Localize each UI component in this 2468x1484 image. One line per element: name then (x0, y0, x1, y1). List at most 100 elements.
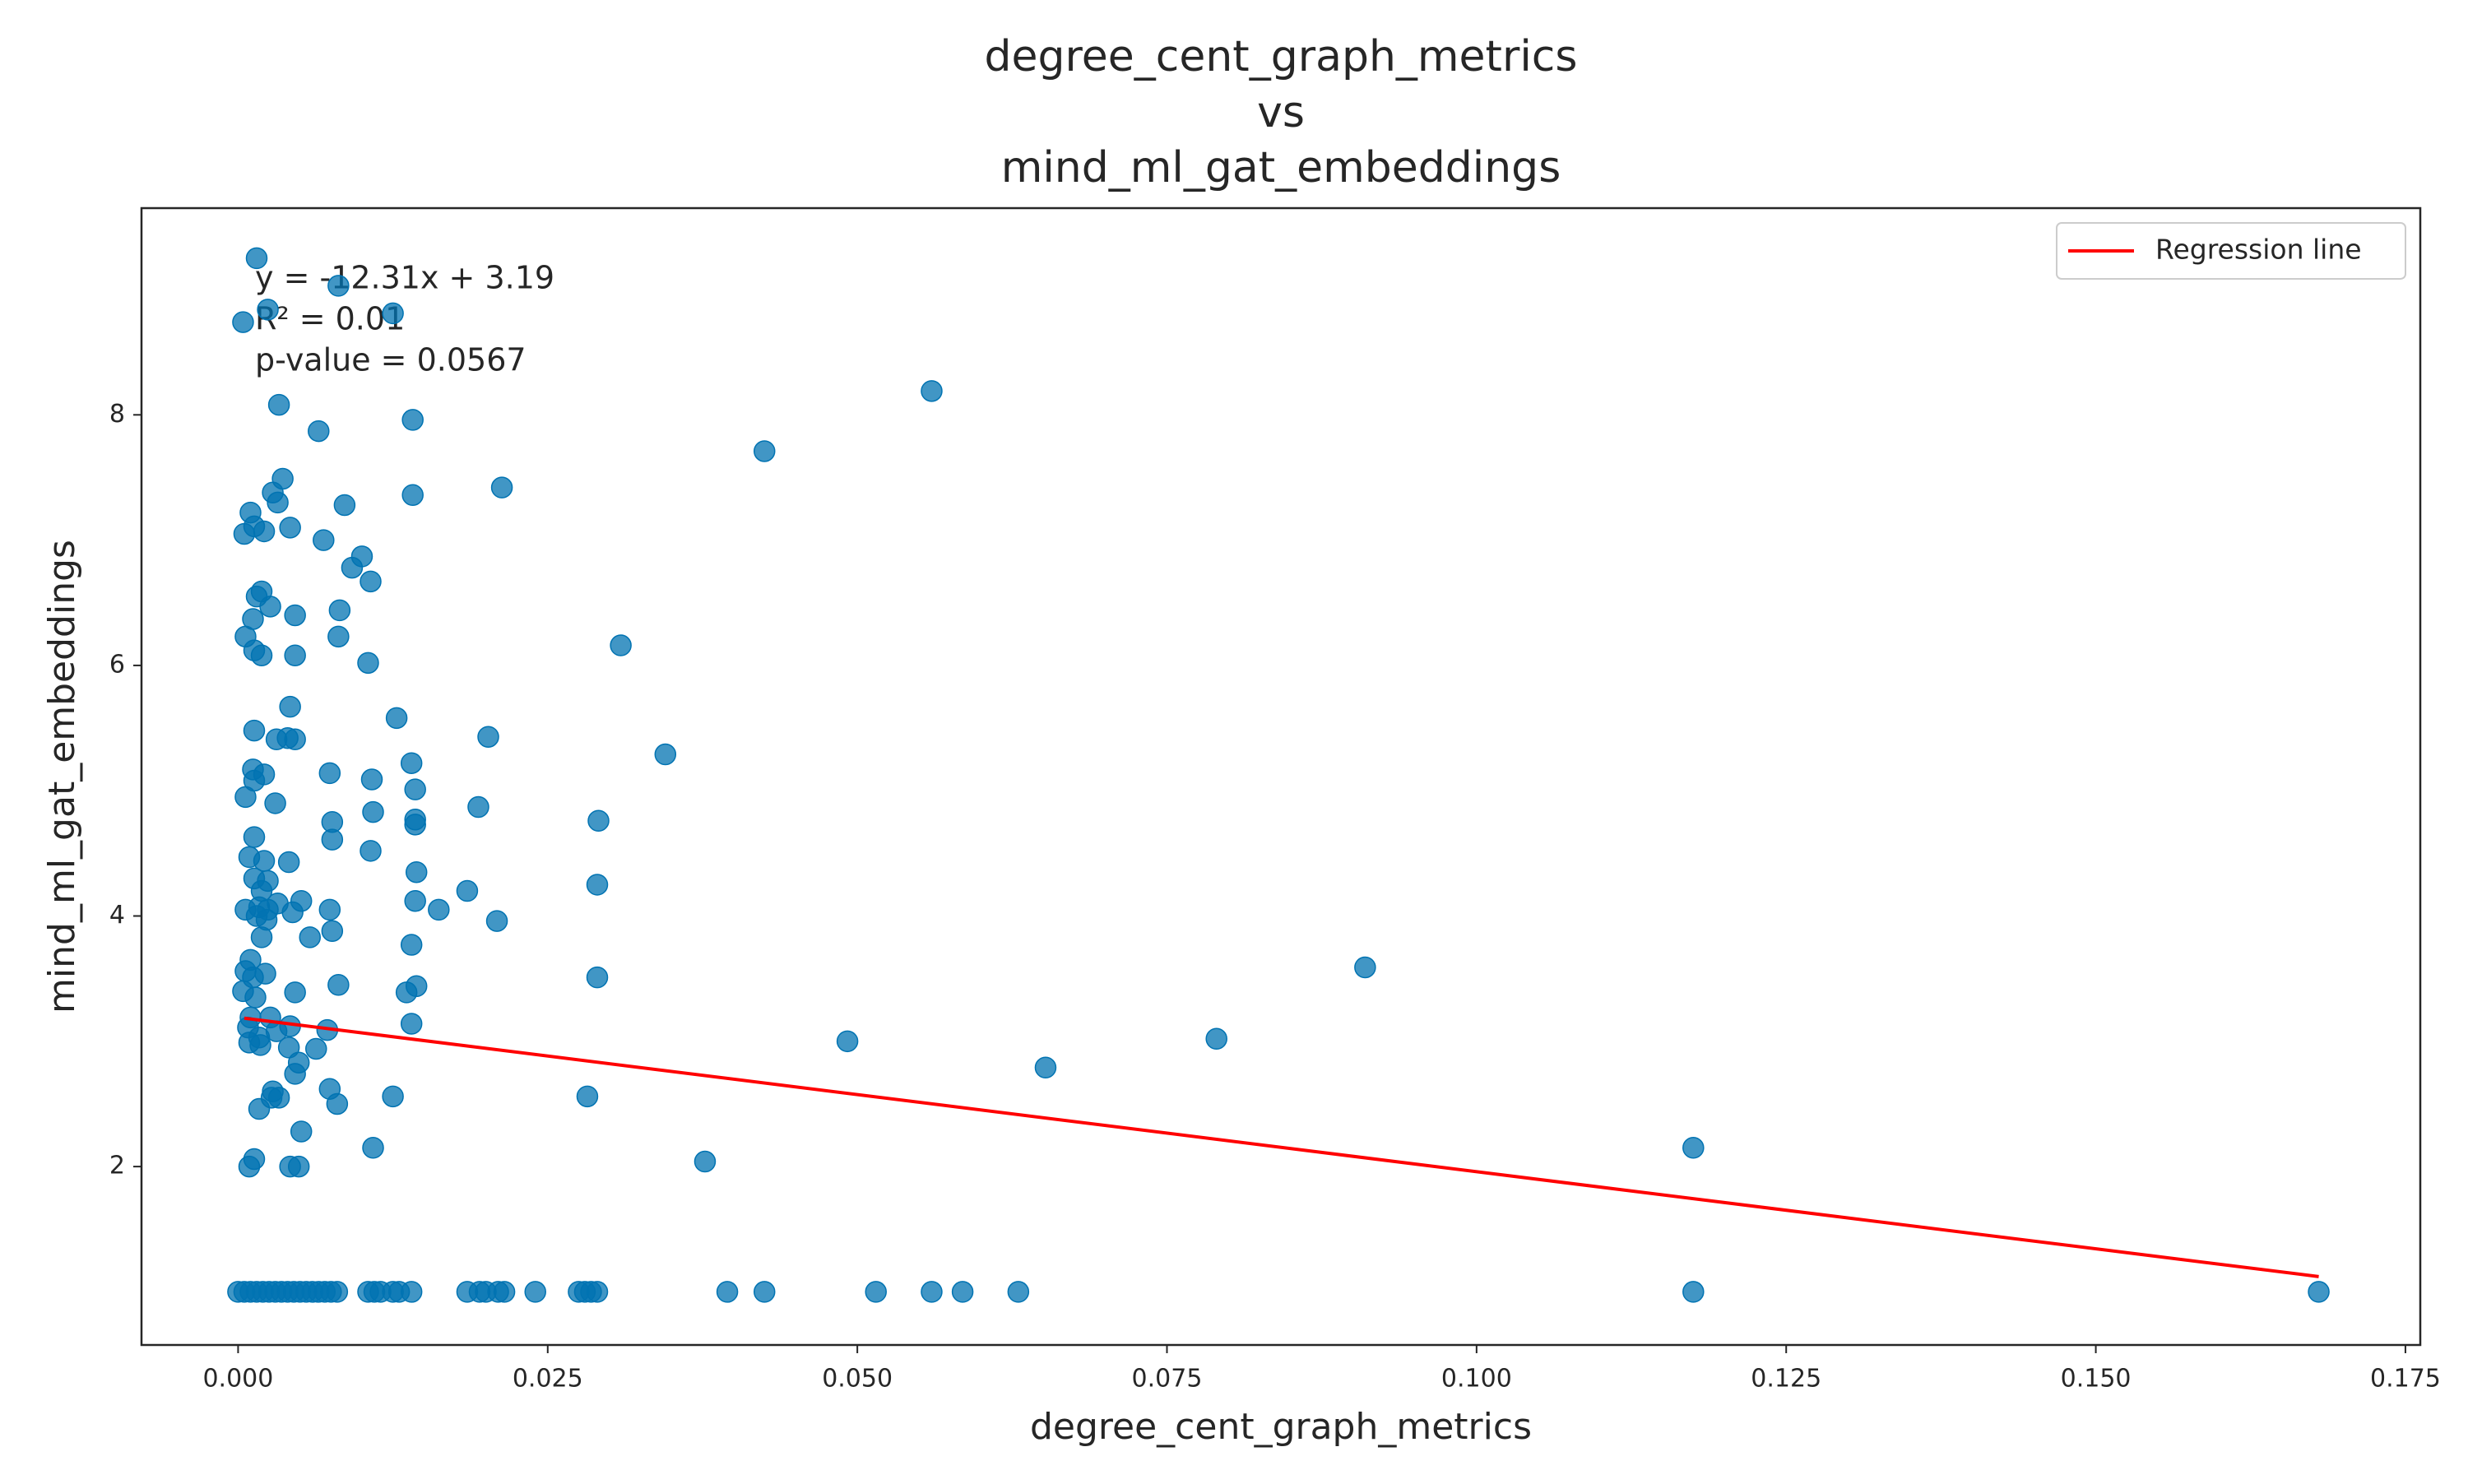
point (404, 778, 426, 800)
point (284, 728, 306, 751)
point (279, 695, 301, 718)
point (586, 874, 609, 896)
point (404, 889, 426, 912)
plot-frame (140, 206, 2422, 1347)
point (321, 920, 344, 943)
legend-box (2056, 222, 2406, 280)
point (586, 966, 609, 989)
point (865, 1281, 887, 1303)
point (362, 1137, 384, 1159)
point (836, 1030, 859, 1053)
point (253, 520, 276, 543)
annotation: R² = 0.01 (255, 301, 405, 337)
point (921, 380, 943, 402)
point (610, 634, 632, 656)
point (321, 828, 344, 851)
chart-title: vs (1257, 88, 1305, 137)
point (318, 762, 341, 785)
point (318, 898, 341, 921)
point (327, 275, 350, 297)
point (382, 1085, 404, 1108)
point (753, 1281, 776, 1303)
chart-title: degree_cent_graph_metrics (985, 32, 1578, 81)
point (243, 826, 266, 848)
y-tick-label: 8 (109, 400, 125, 429)
point (395, 981, 418, 1004)
point (326, 1281, 349, 1303)
point (921, 1281, 943, 1303)
point (587, 809, 610, 832)
point (400, 934, 423, 956)
point (284, 604, 306, 627)
point (456, 879, 479, 902)
point (490, 476, 513, 499)
point (467, 795, 489, 819)
y-axis-label: mind_ml_gat_embeddings (41, 540, 83, 1013)
point (234, 786, 257, 809)
point (267, 1087, 290, 1109)
chart-title: mind_ml_gat_embeddings (1001, 143, 1561, 192)
point (654, 743, 677, 766)
regression-line (244, 1016, 2319, 1278)
point (287, 1155, 310, 1178)
x-tick-label: 0.175 (2370, 1365, 2441, 1394)
point (404, 814, 426, 836)
point (951, 1281, 974, 1303)
point (333, 494, 356, 517)
point (299, 926, 321, 948)
point (1682, 1281, 1705, 1303)
point (341, 556, 364, 579)
y-tick-label: 2 (109, 1152, 125, 1180)
point (1354, 956, 1376, 979)
point (360, 840, 382, 862)
x-tick-label: 0.150 (2061, 1365, 2132, 1394)
point (400, 752, 423, 774)
point (400, 1013, 423, 1035)
x-axis-label: degree_cent_graph_metrics (1030, 1406, 1532, 1448)
x-tick-label: 0.100 (1441, 1365, 1512, 1394)
point (362, 800, 384, 823)
legend-label: Regression line (2155, 234, 2362, 266)
point (233, 522, 256, 545)
point (716, 1281, 739, 1303)
point (277, 851, 300, 874)
point (281, 901, 304, 924)
point (250, 644, 273, 666)
point (360, 570, 382, 593)
point (284, 981, 306, 1004)
point (284, 1063, 306, 1085)
annotation: y = -12.31x + 3.19 (255, 260, 554, 296)
point (576, 1085, 599, 1108)
point (264, 792, 286, 814)
point (401, 409, 424, 431)
point (360, 768, 383, 791)
point (232, 311, 254, 333)
point (265, 728, 288, 751)
point (327, 625, 350, 648)
point (267, 393, 290, 416)
point (277, 1036, 300, 1059)
point (428, 898, 450, 921)
point (259, 596, 281, 618)
y-tick-label: 6 (109, 650, 125, 679)
point (1205, 1027, 1227, 1050)
x-tick-label: 0.075 (1132, 1365, 1203, 1394)
x-tick-label: 0.050 (822, 1365, 893, 1394)
point (2308, 1281, 2330, 1303)
point (245, 247, 268, 270)
point (586, 1281, 609, 1303)
point (401, 484, 424, 507)
point (1682, 1137, 1705, 1159)
point (267, 491, 289, 514)
point (279, 517, 301, 539)
point (382, 302, 404, 325)
point (400, 1281, 423, 1303)
point (250, 926, 273, 948)
point (313, 529, 335, 551)
point (243, 719, 266, 742)
point (327, 974, 350, 996)
point (257, 299, 279, 321)
point (357, 652, 379, 675)
point (305, 1037, 327, 1060)
